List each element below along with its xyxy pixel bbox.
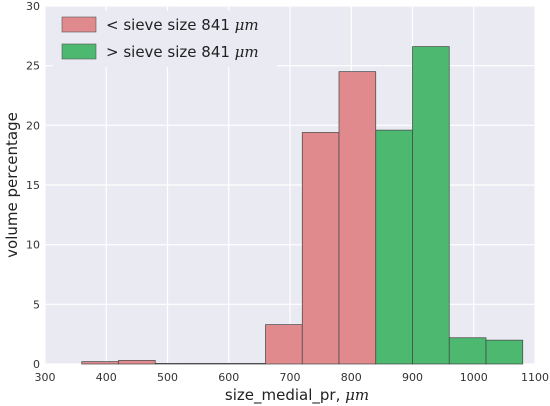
bar-below-sieve <box>118 360 156 365</box>
bar-below-sieve <box>228 363 266 365</box>
x-tick-label: 1000 <box>460 371 488 384</box>
bar-above-sieve <box>448 337 487 365</box>
y-tick-label: 0 <box>33 358 40 371</box>
bar-below-sieve <box>265 324 303 365</box>
bar-below-sieve <box>338 71 377 365</box>
x-tick-label: 600 <box>218 371 239 384</box>
bar-below-sieve <box>191 363 230 365</box>
y-tick-label: 5 <box>33 298 40 311</box>
legend-swatch-above <box>61 43 97 60</box>
y-tick-label: 10 <box>26 239 40 252</box>
y-tick-label: 30 <box>26 0 40 13</box>
legend-label-above: > sieve size 841 μm <box>106 43 259 61</box>
x-tick-label: 300 <box>35 371 56 384</box>
bars <box>81 46 524 365</box>
bar-below-sieve <box>301 132 340 365</box>
x-tick-label: 800 <box>341 371 362 384</box>
x-tick-labels: 300 400 500 600 700 800 900 1000 1100 <box>35 371 550 384</box>
legend-label-below: < sieve size 841 μm <box>106 16 259 34</box>
bar-below-sieve <box>81 361 119 365</box>
y-tick-label: 20 <box>26 119 40 132</box>
x-axis-label: size_medial_pr, μm <box>225 386 369 405</box>
y-tick-labels: 0 5 10 15 20 25 30 <box>26 0 40 371</box>
x-tick-label: 1100 <box>521 371 549 384</box>
legend: < sieve size 841 μm > sieve size 841 μm <box>53 11 277 67</box>
bar-above-sieve <box>485 339 524 365</box>
x-tick-label: 700 <box>280 371 301 384</box>
y-axis-label: volume percentage <box>3 112 21 258</box>
x-tick-label: 900 <box>402 371 423 384</box>
bar-below-sieve <box>154 363 193 365</box>
x-tick-label: 400 <box>96 371 117 384</box>
bar-above-sieve <box>375 129 413 365</box>
y-tick-label: 25 <box>26 60 40 73</box>
y-tick-label: 15 <box>26 179 40 192</box>
bar-above-sieve <box>412 46 450 365</box>
x-tick-label: 500 <box>157 371 178 384</box>
legend-swatch-below <box>61 16 97 33</box>
